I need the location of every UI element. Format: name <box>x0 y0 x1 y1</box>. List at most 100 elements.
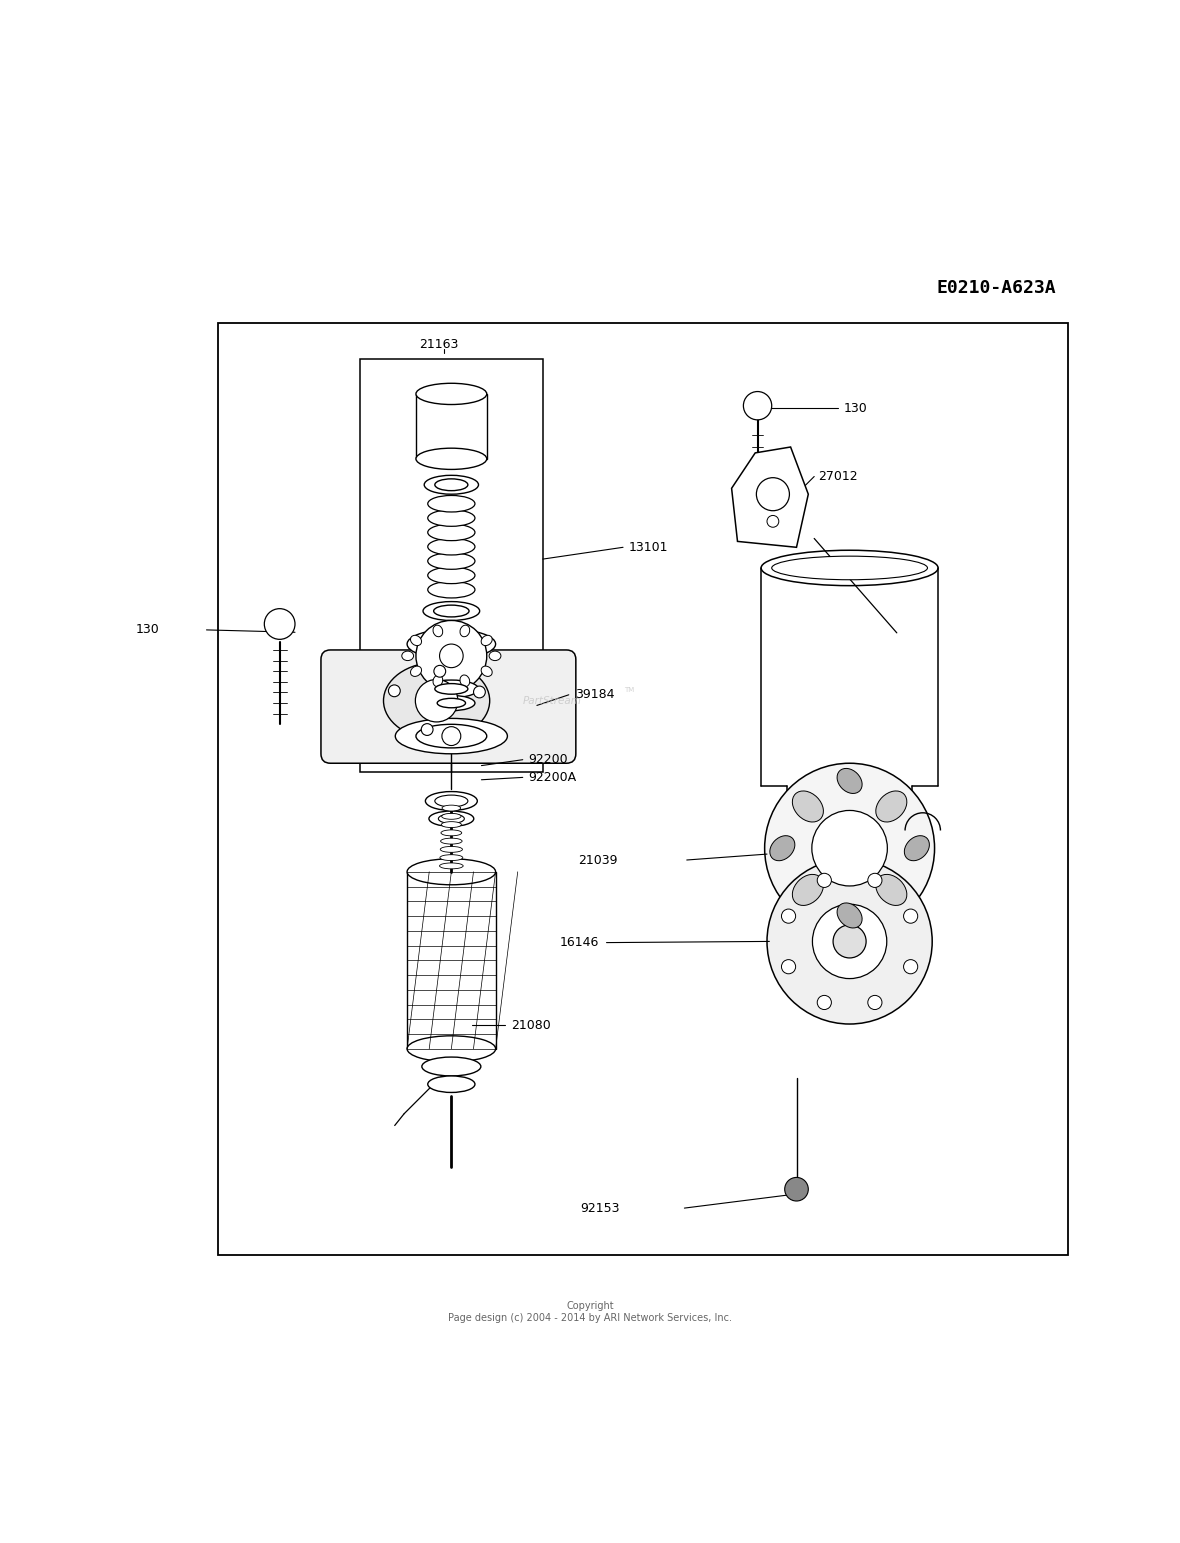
Text: PartStream: PartStream <box>523 696 582 705</box>
Ellipse shape <box>427 509 474 526</box>
Text: TM: TM <box>624 687 634 693</box>
Ellipse shape <box>460 674 470 687</box>
Ellipse shape <box>427 525 474 540</box>
Ellipse shape <box>876 792 907 822</box>
Ellipse shape <box>772 555 927 580</box>
Ellipse shape <box>433 674 442 687</box>
Text: 39184: 39184 <box>575 688 614 702</box>
Ellipse shape <box>427 539 474 555</box>
Text: Copyright
Page design (c) 2004 - 2014 by ARI Network Services, Inc.: Copyright Page design (c) 2004 - 2014 by… <box>448 1301 732 1322</box>
Text: 21080: 21080 <box>511 1018 551 1032</box>
Text: 130: 130 <box>136 623 159 636</box>
Ellipse shape <box>427 552 474 569</box>
Ellipse shape <box>407 859 496 884</box>
Circle shape <box>743 392 772 420</box>
Ellipse shape <box>422 1057 481 1075</box>
Ellipse shape <box>425 475 479 494</box>
Ellipse shape <box>417 383 486 404</box>
Circle shape <box>867 995 881 1009</box>
Ellipse shape <box>435 684 467 694</box>
Ellipse shape <box>411 667 421 676</box>
Circle shape <box>434 665 446 677</box>
Text: 13101: 13101 <box>629 540 668 554</box>
Ellipse shape <box>426 792 477 810</box>
Ellipse shape <box>427 495 474 512</box>
Ellipse shape <box>407 630 496 659</box>
Ellipse shape <box>427 696 474 711</box>
Ellipse shape <box>430 812 474 827</box>
Text: 16146: 16146 <box>560 937 599 949</box>
Ellipse shape <box>435 478 467 491</box>
Circle shape <box>473 687 485 697</box>
Ellipse shape <box>440 855 463 861</box>
Polygon shape <box>732 447 808 548</box>
Ellipse shape <box>427 582 474 599</box>
Text: 21039: 21039 <box>578 853 617 867</box>
Circle shape <box>833 924 866 958</box>
Ellipse shape <box>439 815 465 824</box>
Ellipse shape <box>441 813 461 819</box>
Circle shape <box>417 620 486 691</box>
Circle shape <box>818 995 832 1009</box>
Ellipse shape <box>442 805 460 812</box>
Ellipse shape <box>876 875 907 906</box>
Text: 27012: 27012 <box>818 471 858 483</box>
Ellipse shape <box>433 625 442 637</box>
Circle shape <box>388 685 400 697</box>
Ellipse shape <box>427 568 474 583</box>
FancyBboxPatch shape <box>321 650 576 764</box>
Ellipse shape <box>427 1075 474 1092</box>
Circle shape <box>812 810 887 886</box>
Ellipse shape <box>440 847 463 852</box>
Ellipse shape <box>904 836 930 861</box>
Ellipse shape <box>481 667 492 676</box>
Ellipse shape <box>440 838 463 844</box>
Circle shape <box>421 724 433 736</box>
Text: 92153: 92153 <box>581 1202 620 1214</box>
Text: 21163: 21163 <box>419 338 458 350</box>
Ellipse shape <box>460 625 470 637</box>
Circle shape <box>264 608 295 639</box>
Ellipse shape <box>384 662 490 739</box>
Circle shape <box>781 909 795 923</box>
Ellipse shape <box>422 602 479 620</box>
Ellipse shape <box>792 792 824 822</box>
Ellipse shape <box>837 768 863 793</box>
Circle shape <box>818 873 832 887</box>
Ellipse shape <box>761 551 938 586</box>
Ellipse shape <box>411 636 421 645</box>
Circle shape <box>781 960 795 974</box>
Circle shape <box>756 478 789 511</box>
Ellipse shape <box>434 605 470 617</box>
Bar <box>417 393 487 458</box>
Circle shape <box>767 515 779 528</box>
Ellipse shape <box>437 699 465 708</box>
Circle shape <box>439 643 463 668</box>
Bar <box>360 358 543 772</box>
Text: E0210-A623A: E0210-A623A <box>937 279 1056 296</box>
Ellipse shape <box>401 651 414 660</box>
Circle shape <box>904 909 918 923</box>
Ellipse shape <box>417 724 486 748</box>
Ellipse shape <box>425 680 479 697</box>
Text: 130: 130 <box>844 401 867 415</box>
Ellipse shape <box>439 863 463 869</box>
Ellipse shape <box>407 1035 496 1062</box>
Circle shape <box>904 960 918 974</box>
Circle shape <box>812 904 887 978</box>
Ellipse shape <box>792 875 824 906</box>
Bar <box>218 322 1068 1256</box>
Circle shape <box>441 727 460 745</box>
Ellipse shape <box>441 822 461 827</box>
Text: 92200A: 92200A <box>529 772 577 784</box>
Circle shape <box>767 859 932 1025</box>
Ellipse shape <box>481 636 492 645</box>
Circle shape <box>867 873 881 887</box>
Text: 92200: 92200 <box>529 753 569 767</box>
Circle shape <box>415 679 458 722</box>
Circle shape <box>785 1177 808 1200</box>
Ellipse shape <box>769 836 795 861</box>
Ellipse shape <box>435 795 467 807</box>
Ellipse shape <box>417 447 486 469</box>
Circle shape <box>765 764 935 934</box>
